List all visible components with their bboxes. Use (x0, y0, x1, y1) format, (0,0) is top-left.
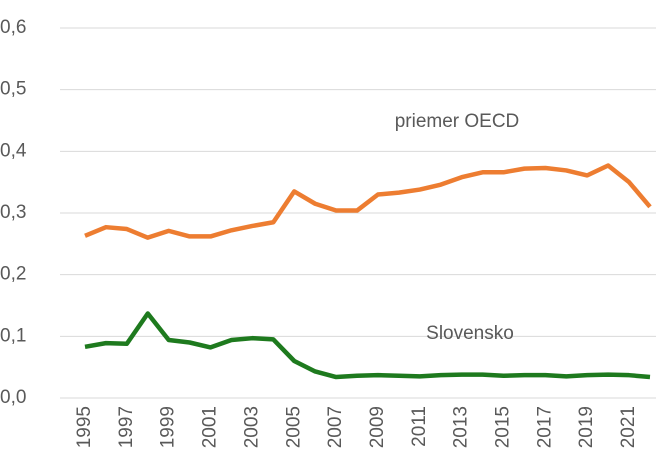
series-line (84, 311, 651, 380)
x-tick-label: 2009 (367, 406, 388, 448)
x-tick-label: 2003 (241, 406, 262, 448)
y-tick-label: 0,5 (0, 79, 26, 100)
x-tick-label: 2007 (325, 406, 346, 448)
x-tick-label: 2021 (618, 406, 639, 448)
y-tick-label: 0,1 (0, 325, 26, 346)
y-tick-label: 0,4 (0, 140, 27, 161)
x-tick-label: 2019 (576, 406, 597, 448)
series-label: Slovensko (426, 323, 514, 344)
series-line (84, 163, 652, 240)
x-tick-label: 2015 (493, 406, 514, 448)
x-tick-label: 1995 (74, 406, 95, 448)
x-tick-label: 2005 (283, 406, 304, 448)
y-tick-label: 0,2 (0, 264, 26, 285)
y-tick-label: 0,0 (0, 387, 26, 408)
x-tick-label: 2013 (451, 406, 472, 448)
series-label: priemer OECD (395, 111, 520, 132)
x-tick-label: 1997 (116, 406, 137, 448)
x-tick-label: 2011 (409, 406, 430, 447)
y-tick-label: 0,3 (0, 202, 26, 223)
x-tick-label: 2001 (200, 406, 221, 448)
x-tick-label: 1999 (158, 406, 179, 448)
x-tick-label: 2017 (534, 406, 555, 448)
y-tick-label: 0,6 (0, 17, 26, 38)
